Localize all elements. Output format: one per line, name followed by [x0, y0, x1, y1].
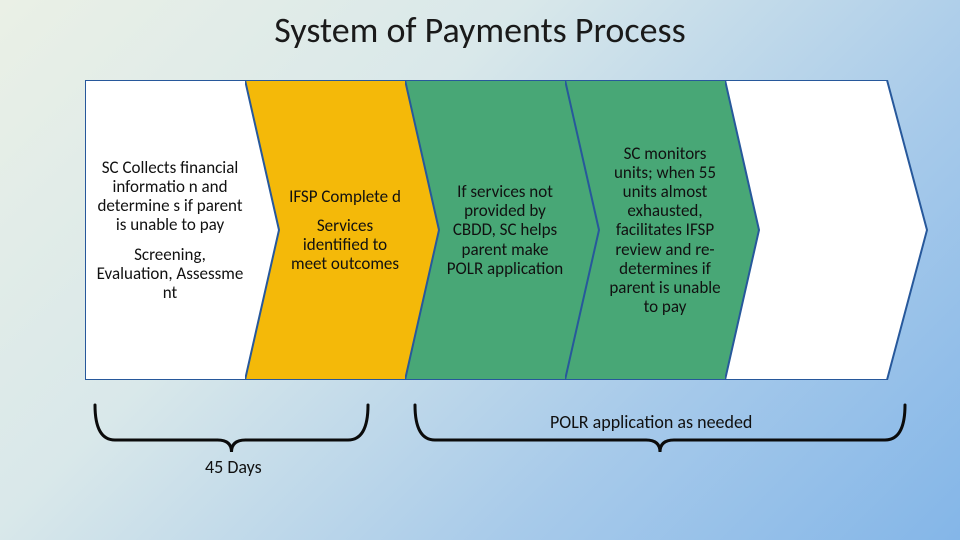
brace-polr	[0, 0, 960, 540]
brace-45-days-label: 45 Days	[205, 456, 262, 478]
brace-polr-label: POLR application as needed	[550, 411, 752, 433]
